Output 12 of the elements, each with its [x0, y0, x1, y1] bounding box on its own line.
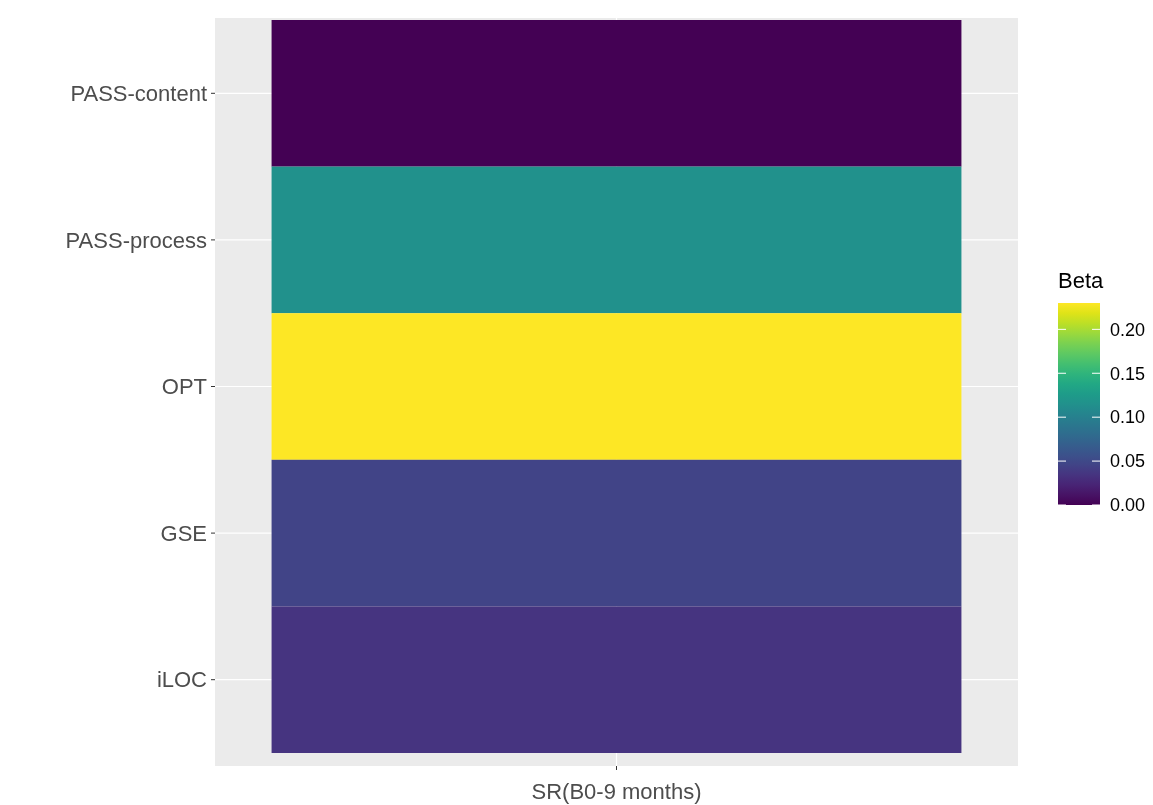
y-tick-label: iLOC: [156, 667, 208, 693]
y-tick-label: PASS-process: [65, 227, 207, 253]
color-bar-label: 0.05: [1110, 451, 1146, 472]
y-tick-label: PASS-content: [70, 81, 207, 106]
legend-title: Beta: [1058, 268, 1105, 293]
color-bar-label: 0.00: [1110, 495, 1146, 516]
y-tick-label: OPT: [161, 374, 207, 400]
color-bar-label: 0.15: [1110, 363, 1146, 384]
color-bar-label: 0.20: [1110, 319, 1146, 340]
y-tick-label: GSE: [160, 520, 207, 546]
x-tick-label: SR(B0-9 months): [531, 779, 702, 804]
color-bar-label: 0.10: [1110, 407, 1146, 428]
